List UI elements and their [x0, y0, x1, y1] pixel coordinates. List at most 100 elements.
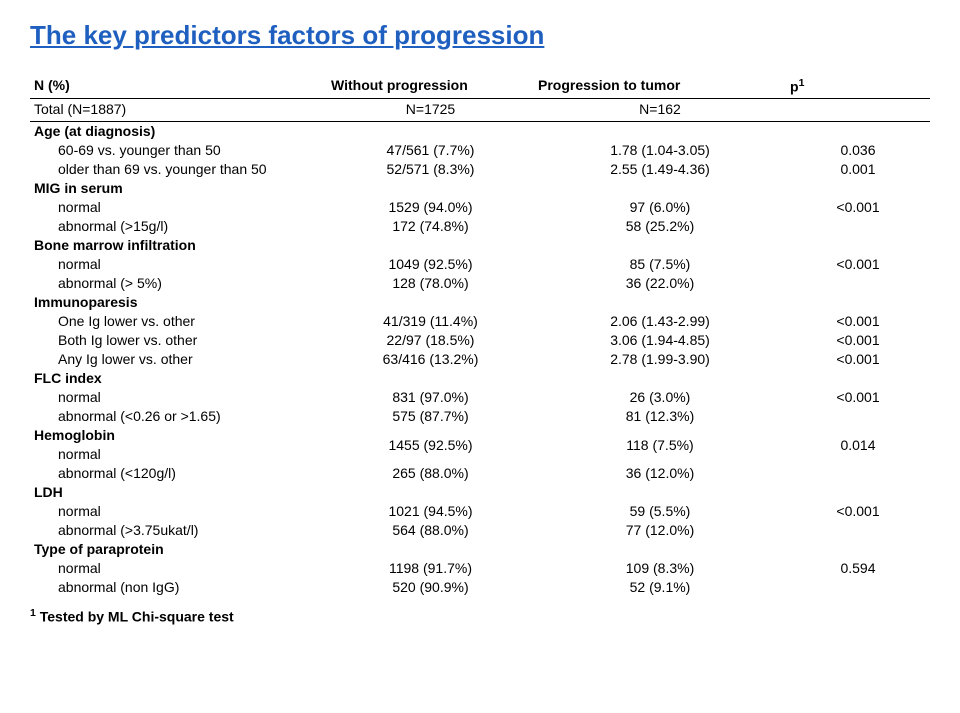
- cell-p: <0.001: [786, 350, 930, 369]
- subheader-blank: [786, 99, 930, 122]
- row-label: abnormal (<0.26 or >1.65): [30, 407, 327, 426]
- row-label: normal: [30, 198, 327, 217]
- cell-wp: 172 (74.8%): [327, 217, 534, 236]
- cell-pt: 59 (5.5%): [534, 502, 786, 521]
- cell-pt: 1.78 (1.04-3.05): [534, 141, 786, 160]
- cell-p: [786, 407, 930, 426]
- cell-pt: 58 (25.2%): [534, 217, 786, 236]
- cell-wp: 22/97 (18.5%): [327, 331, 534, 350]
- table-row: abnormal (>3.75ukat/l)564 (88.0%)77 (12.…: [30, 521, 930, 540]
- section-head-label: MIG in serum: [30, 179, 930, 198]
- cell-wp: 128 (78.0%): [327, 274, 534, 293]
- table-subheader-row: Total (N=1887) N=1725 N=162: [30, 99, 930, 122]
- row-label: abnormal (<120g/l): [30, 464, 327, 483]
- table-row: normal1021 (94.5%)59 (5.5%)<0.001: [30, 502, 930, 521]
- header-without-progression: Without progression: [327, 75, 534, 99]
- row-label: normal: [30, 559, 327, 578]
- cell-wp: 1049 (92.5%): [327, 255, 534, 274]
- table-section-head: Age (at diagnosis): [30, 121, 930, 141]
- header-p-value: p1: [786, 75, 930, 99]
- cell-wp: 575 (87.7%): [327, 407, 534, 426]
- row-label: Any Ig lower vs. other: [30, 350, 327, 369]
- table-row: abnormal (> 5%)128 (78.0%)36 (22.0%): [30, 274, 930, 293]
- subheader-n1: N=1725: [327, 99, 534, 122]
- table-row: normal1198 (91.7%)109 (8.3%)0.594: [30, 559, 930, 578]
- table-section-head: FLC index: [30, 369, 930, 388]
- row-label: One Ig lower vs. other: [30, 312, 327, 331]
- section-head-label: Immunoparesis: [30, 293, 930, 312]
- table-section-head: LDH: [30, 483, 930, 502]
- table-row: normal831 (97.0%)26 (3.0%)<0.001: [30, 388, 930, 407]
- cell-wp: 1198 (91.7%): [327, 559, 534, 578]
- section-head-label: FLC index: [30, 369, 930, 388]
- cell-pt: 81 (12.3%): [534, 407, 786, 426]
- cell-wp: 63/416 (13.2%): [327, 350, 534, 369]
- cell-p: 0.014: [786, 426, 930, 464]
- cell-pt: 2.55 (1.49-4.36): [534, 160, 786, 179]
- table-row: older than 69 vs. younger than 5052/571 …: [30, 160, 930, 179]
- cell-p: 0.001: [786, 160, 930, 179]
- cell-wp: 265 (88.0%): [327, 464, 534, 483]
- cell-p: <0.001: [786, 198, 930, 217]
- section-head-label: Age (at diagnosis): [30, 121, 930, 141]
- table-row: abnormal (<120g/l)265 (88.0%)36 (12.0%): [30, 464, 930, 483]
- row-label: abnormal (> 5%): [30, 274, 327, 293]
- cell-pt: 118 (7.5%): [534, 426, 786, 464]
- cell-pt: 36 (22.0%): [534, 274, 786, 293]
- cell-wp: 52/571 (8.3%): [327, 160, 534, 179]
- cell-wp: 831 (97.0%): [327, 388, 534, 407]
- cell-pt: 85 (7.5%): [534, 255, 786, 274]
- row-label: abnormal (>15g/l): [30, 217, 327, 236]
- row-label: abnormal (>3.75ukat/l): [30, 521, 327, 540]
- table-row: Any Ig lower vs. other63/416 (13.2%)2.78…: [30, 350, 930, 369]
- section-head-label: Type of paraprotein: [30, 540, 930, 559]
- table-row: normal1529 (94.0%)97 (6.0%)<0.001: [30, 198, 930, 217]
- table-header-row: N (%) Without progression Progression to…: [30, 75, 930, 99]
- row-label: normal: [30, 388, 327, 407]
- cell-pt: 97 (6.0%): [534, 198, 786, 217]
- cell-pt: 3.06 (1.94-4.85): [534, 331, 786, 350]
- row-label: normal: [30, 445, 327, 464]
- cell-p: [786, 274, 930, 293]
- table-row: Both Ig lower vs. other22/97 (18.5%)3.06…: [30, 331, 930, 350]
- row-label: normal: [30, 255, 327, 274]
- table-section-head: MIG in serum: [30, 179, 930, 198]
- cell-p: [786, 578, 930, 597]
- cell-wp: 41/319 (11.4%): [327, 312, 534, 331]
- cell-pt: 77 (12.0%): [534, 521, 786, 540]
- row-label: normal: [30, 502, 327, 521]
- cell-p: [786, 464, 930, 483]
- cell-p: 0.036: [786, 141, 930, 160]
- table-section-head: Bone marrow infiltration: [30, 236, 930, 255]
- cell-wp: 1529 (94.0%): [327, 198, 534, 217]
- cell-p: <0.001: [786, 502, 930, 521]
- subheader-total: Total (N=1887): [30, 99, 327, 122]
- row-label: abnormal (non IgG): [30, 578, 327, 597]
- table-row: abnormal (>15g/l)172 (74.8%)58 (25.2%): [30, 217, 930, 236]
- cell-p: 0.594: [786, 559, 930, 578]
- table-row: normal1049 (92.5%)85 (7.5%)<0.001: [30, 255, 930, 274]
- cell-p: <0.001: [786, 312, 930, 331]
- section-head-label: Hemoglobin: [30, 426, 327, 445]
- cell-pt: 109 (8.3%): [534, 559, 786, 578]
- row-label: 60-69 vs. younger than 50: [30, 141, 327, 160]
- cell-p: <0.001: [786, 388, 930, 407]
- row-label: older than 69 vs. younger than 50: [30, 160, 327, 179]
- cell-p: [786, 521, 930, 540]
- table-row: abnormal (<0.26 or >1.65)575 (87.7%)81 (…: [30, 407, 930, 426]
- subheader-n2: N=162: [534, 99, 786, 122]
- table-row: One Ig lower vs. other41/319 (11.4%)2.06…: [30, 312, 930, 331]
- table-section-head: Immunoparesis: [30, 293, 930, 312]
- page-title: The key predictors factors of progressio…: [30, 20, 930, 51]
- footnote: 1 Tested by ML Chi-square test: [30, 607, 930, 625]
- cell-wp: 1455 (92.5%): [327, 426, 534, 464]
- table-row: abnormal (non IgG)520 (90.9%)52 (9.1%): [30, 578, 930, 597]
- predictors-table: N (%) Without progression Progression to…: [30, 75, 930, 597]
- cell-wp: 564 (88.0%): [327, 521, 534, 540]
- table-row: 60-69 vs. younger than 5047/561 (7.7%)1.…: [30, 141, 930, 160]
- cell-p: [786, 217, 930, 236]
- table-section-head: Type of paraprotein: [30, 540, 930, 559]
- row-label: Both Ig lower vs. other: [30, 331, 327, 350]
- cell-wp: 47/561 (7.7%): [327, 141, 534, 160]
- cell-wp: 520 (90.9%): [327, 578, 534, 597]
